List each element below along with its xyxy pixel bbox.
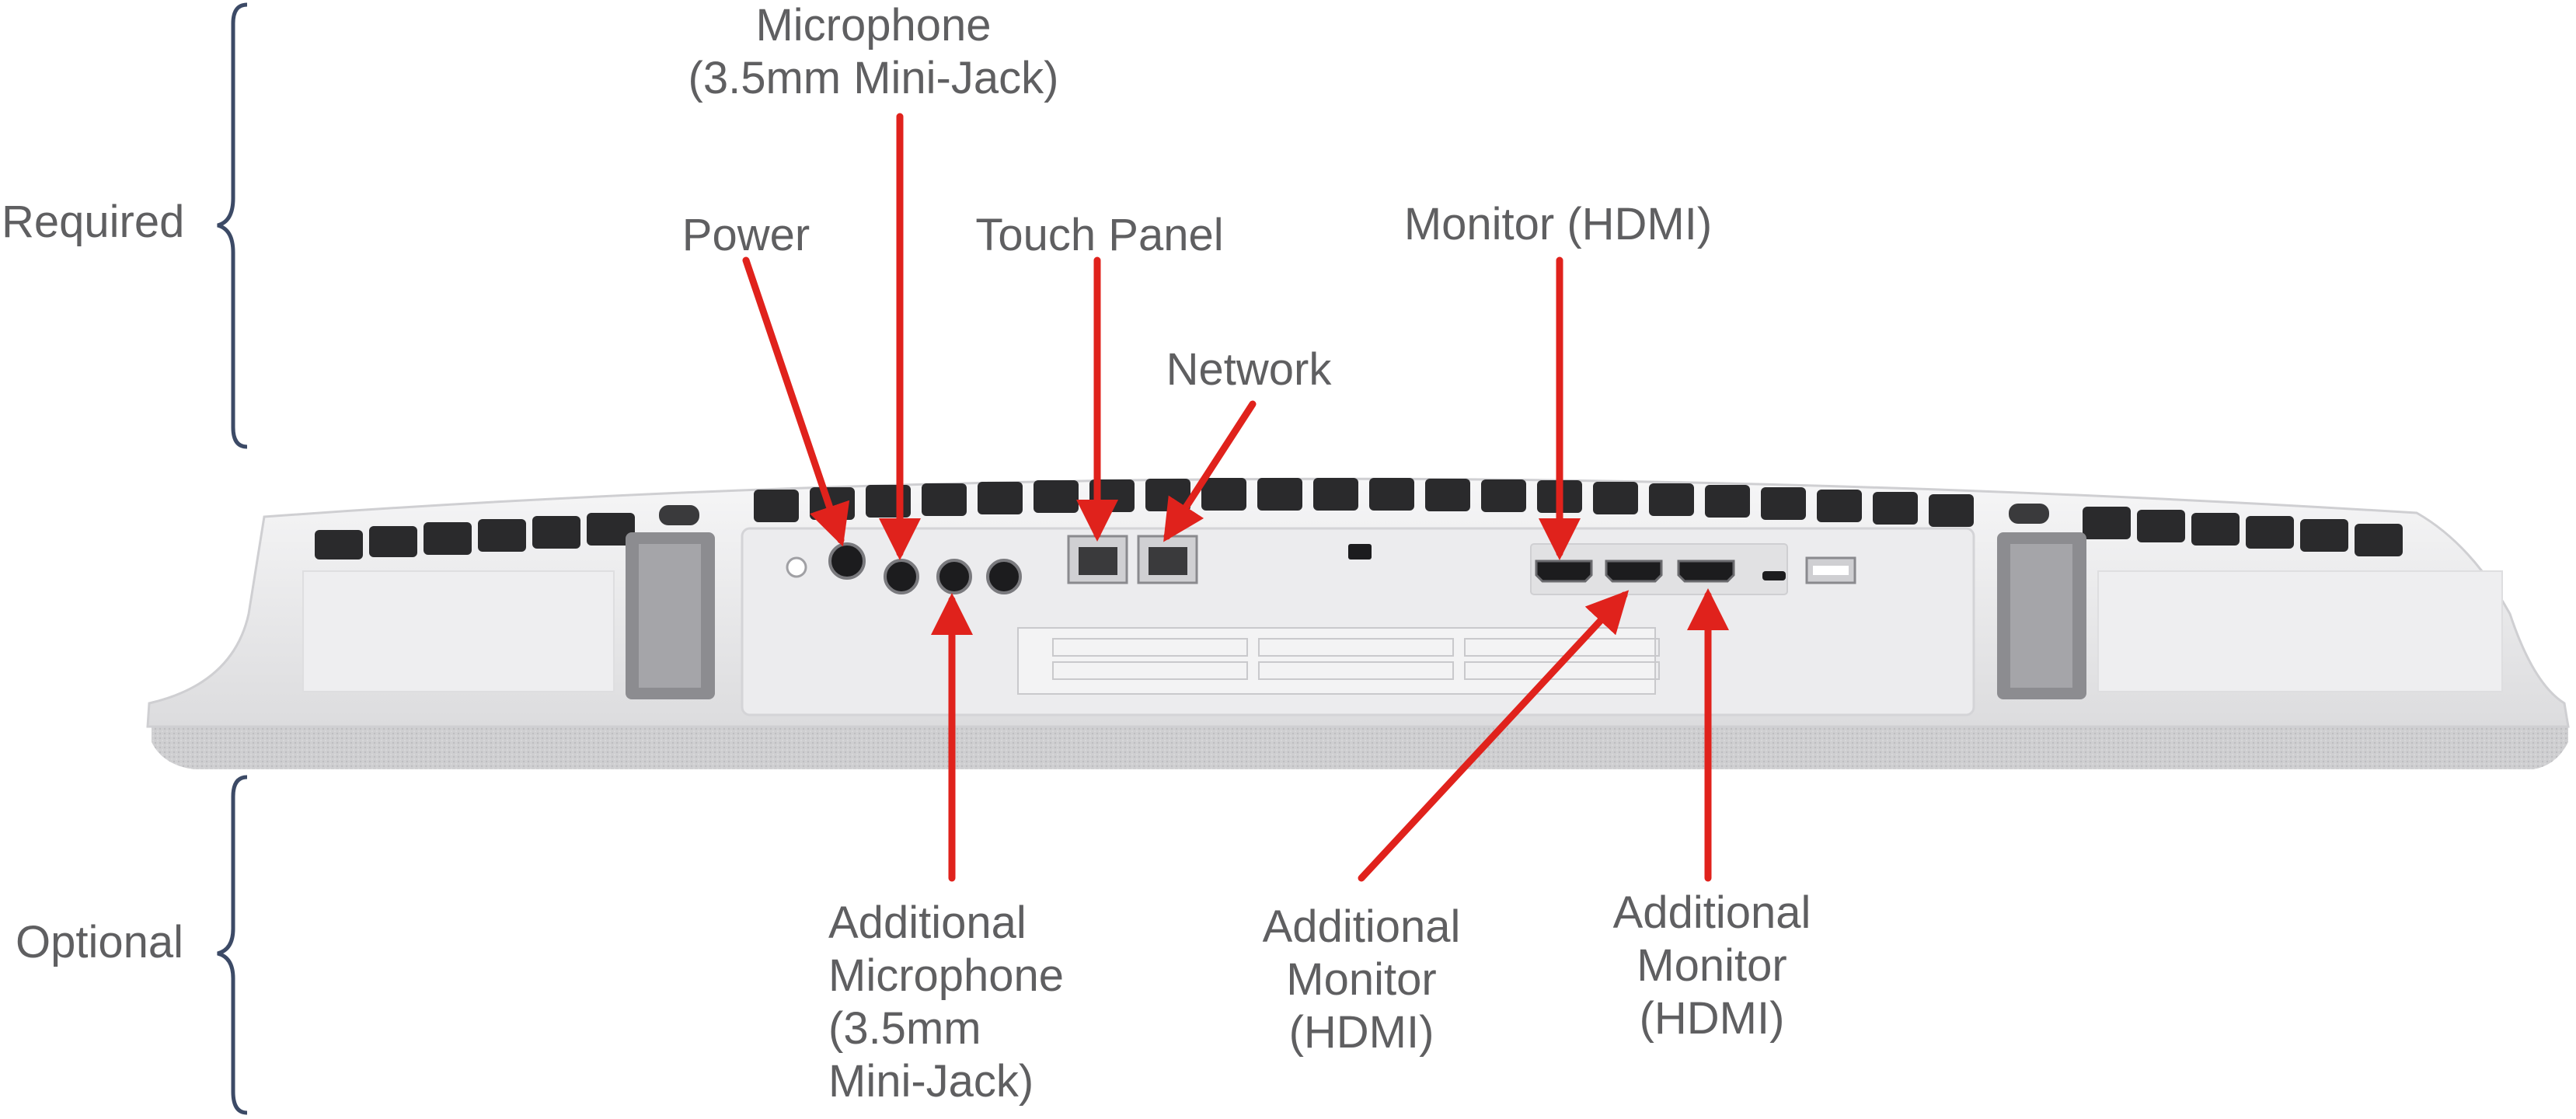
callout-labels: Power Microphone (3.5mm Mini-Jack) Touch… bbox=[682, 0, 1811, 1107]
label-touch-panel: Touch Panel bbox=[975, 210, 1223, 260]
vent-row-left bbox=[315, 505, 699, 560]
label-additional-monitor-2-line3: (HDMI) bbox=[1640, 993, 1785, 1044]
port-row bbox=[786, 535, 1856, 595]
label-additional-microphone-line3: (3.5mm bbox=[828, 1003, 981, 1054]
label-microphone-line2: (3.5mm Mini-Jack) bbox=[688, 53, 1059, 103]
required-bracket bbox=[217, 2, 248, 449]
line-out-jack-icon bbox=[986, 559, 1022, 594]
reset-button bbox=[786, 556, 807, 578]
label-additional-monitor-1-line3: (HDMI) bbox=[1289, 1007, 1434, 1058]
additional-mic-jack-icon bbox=[936, 559, 972, 594]
label-additional-monitor-2-line1: Additional bbox=[1613, 887, 1811, 938]
arrow-additional-monitor-1 bbox=[1358, 590, 1630, 882]
stand-left bbox=[626, 532, 715, 699]
label-additional-monitor-1-line2: Monitor bbox=[1286, 954, 1436, 1005]
arrow-network bbox=[1163, 400, 1257, 542]
label-additional-monitor-2-line2: Monitor bbox=[1637, 940, 1786, 991]
kensington-lock-icon bbox=[1348, 544, 1372, 560]
device-rear-panel bbox=[146, 477, 2570, 769]
label-additional-microphone-line4: Mini-Jack) bbox=[828, 1056, 1034, 1107]
label-additional-monitor-1-line1: Additional bbox=[1263, 901, 1461, 952]
vent-row-center bbox=[754, 478, 1974, 527]
optional-bracket bbox=[217, 775, 248, 1115]
label-network: Network bbox=[1166, 344, 1333, 395]
label-power: Power bbox=[682, 210, 810, 260]
optional-label: Optional bbox=[16, 917, 183, 967]
regulatory-label-left bbox=[302, 570, 615, 692]
label-microphone-line1: Microphone bbox=[755, 0, 991, 51]
regulatory-label-right bbox=[2097, 570, 2503, 692]
rj45-port-icon bbox=[1137, 535, 1198, 584]
callout-arrows bbox=[742, 113, 1729, 882]
hdmi-port-icon bbox=[1605, 560, 1663, 583]
label-additional-microphone-line2: Microphone bbox=[828, 950, 1064, 1001]
serial-label-area bbox=[1017, 627, 1660, 695]
mic-jack-icon bbox=[884, 559, 919, 594]
stand-right bbox=[1997, 532, 2086, 699]
power-jack-icon bbox=[828, 542, 866, 580]
micro-usb-port-icon bbox=[1762, 571, 1786, 580]
label-monitor-hdmi: Monitor (HDMI) bbox=[1404, 199, 1712, 249]
label-additional-microphone-line1: Additional bbox=[828, 898, 1027, 948]
hdmi-port-icon bbox=[1677, 560, 1735, 583]
usb-port-icon bbox=[1805, 556, 1856, 584]
required-label: Required bbox=[2, 197, 184, 247]
rj45-port-icon bbox=[1067, 535, 1128, 584]
arrow-power bbox=[742, 256, 850, 547]
hdmi-port-icon bbox=[1535, 560, 1593, 583]
vent-row-right bbox=[2009, 504, 2403, 556]
